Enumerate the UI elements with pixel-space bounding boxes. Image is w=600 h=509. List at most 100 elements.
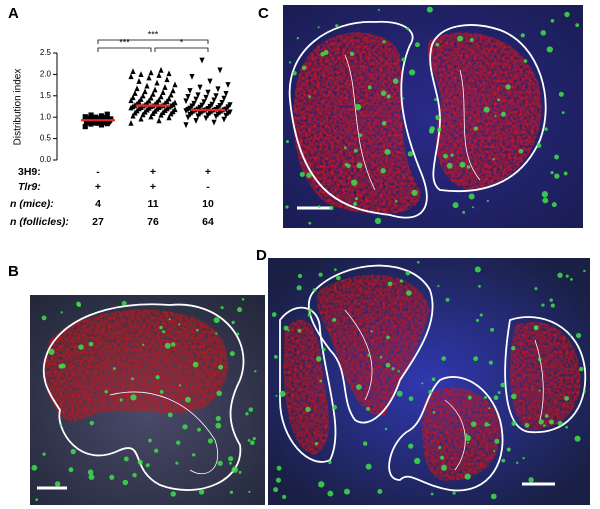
green-cell	[70, 448, 76, 455]
green-cell	[327, 490, 334, 497]
green-cell	[104, 390, 108, 394]
green-cell	[564, 11, 570, 18]
green-cell	[273, 354, 278, 359]
green-cell	[544, 414, 549, 418]
row-cell: -	[206, 181, 210, 193]
data-point	[146, 74, 152, 81]
green-cell	[343, 488, 351, 495]
green-cell	[276, 465, 282, 471]
green-cell	[182, 424, 188, 430]
red-region	[283, 319, 330, 455]
data-point	[199, 57, 205, 64]
green-cell	[570, 277, 573, 281]
green-cell	[154, 448, 159, 453]
green-cell	[382, 40, 386, 44]
green-cell	[550, 18, 555, 23]
data-point	[136, 78, 142, 84]
green-cell	[88, 474, 95, 480]
green-cell	[296, 37, 299, 40]
data-point	[156, 96, 162, 103]
data-point	[183, 98, 189, 105]
green-cell	[497, 391, 501, 395]
data-point	[211, 97, 217, 104]
green-cell	[170, 491, 176, 497]
row-cell: +	[150, 166, 156, 178]
green-cell	[312, 288, 317, 292]
data-point	[191, 100, 197, 107]
green-cell	[379, 355, 383, 359]
data-point	[138, 115, 144, 122]
row-cell: 4	[95, 198, 101, 210]
green-cell	[317, 26, 320, 29]
green-cell	[283, 325, 289, 331]
green-cell	[356, 162, 363, 169]
green-cell	[220, 306, 224, 310]
panel-label: D	[256, 247, 267, 264]
green-cell	[575, 332, 582, 339]
green-cell	[469, 38, 474, 43]
green-cell	[396, 390, 403, 397]
green-cell	[381, 120, 387, 126]
y-tick-label: 2.5	[40, 48, 52, 57]
green-cell	[488, 407, 491, 410]
inner-outline	[344, 54, 481, 191]
green-cell	[292, 71, 297, 76]
green-cell	[132, 472, 137, 478]
data-point	[103, 115, 109, 121]
data-point	[98, 113, 105, 119]
data-point	[201, 99, 207, 105]
data-point	[217, 103, 223, 109]
green-cell	[109, 474, 115, 480]
green-cell	[417, 260, 420, 264]
green-cell	[159, 325, 163, 330]
green-cell	[528, 477, 534, 483]
green-cell	[583, 269, 586, 273]
data-point	[172, 106, 178, 113]
green-cell	[89, 420, 95, 426]
green-cell	[217, 460, 223, 466]
green-cell	[414, 457, 421, 465]
green-cell	[431, 377, 436, 382]
data-point	[148, 94, 154, 101]
data-point	[217, 67, 223, 74]
green-cell	[316, 356, 322, 362]
green-cell	[405, 290, 412, 296]
y-tick-label: 2.0	[40, 70, 52, 79]
green-cell	[561, 111, 565, 115]
data-point	[130, 112, 136, 119]
panel-label: A	[8, 5, 19, 22]
green-cell	[178, 323, 181, 326]
green-cell	[228, 456, 234, 462]
green-cell	[355, 384, 362, 390]
green-cell	[162, 330, 166, 334]
green-cell	[215, 415, 221, 422]
data-point	[172, 81, 178, 88]
green-cell	[308, 221, 312, 225]
green-cell	[54, 481, 61, 487]
data-point	[205, 89, 211, 96]
green-cell	[236, 332, 240, 336]
inner-outline	[109, 391, 219, 475]
green-cell	[550, 303, 555, 308]
data-point	[193, 118, 199, 124]
green-cell	[231, 466, 238, 473]
data-point	[203, 115, 209, 122]
green-cell	[343, 146, 347, 150]
green-cell	[87, 469, 94, 476]
green-cell	[314, 442, 318, 446]
green-cell	[306, 172, 312, 178]
green-cell	[175, 461, 179, 465]
green-cell	[473, 126, 478, 131]
green-cell	[318, 481, 325, 488]
green-cell	[500, 111, 506, 117]
significance-bracket	[97, 47, 152, 52]
green-cell	[192, 453, 196, 457]
red-region	[44, 309, 229, 422]
green-cell	[354, 197, 359, 201]
data-point	[130, 94, 136, 101]
data-point	[211, 119, 217, 126]
green-cell	[297, 328, 302, 333]
green-cell	[198, 489, 205, 495]
data-point	[227, 102, 233, 108]
